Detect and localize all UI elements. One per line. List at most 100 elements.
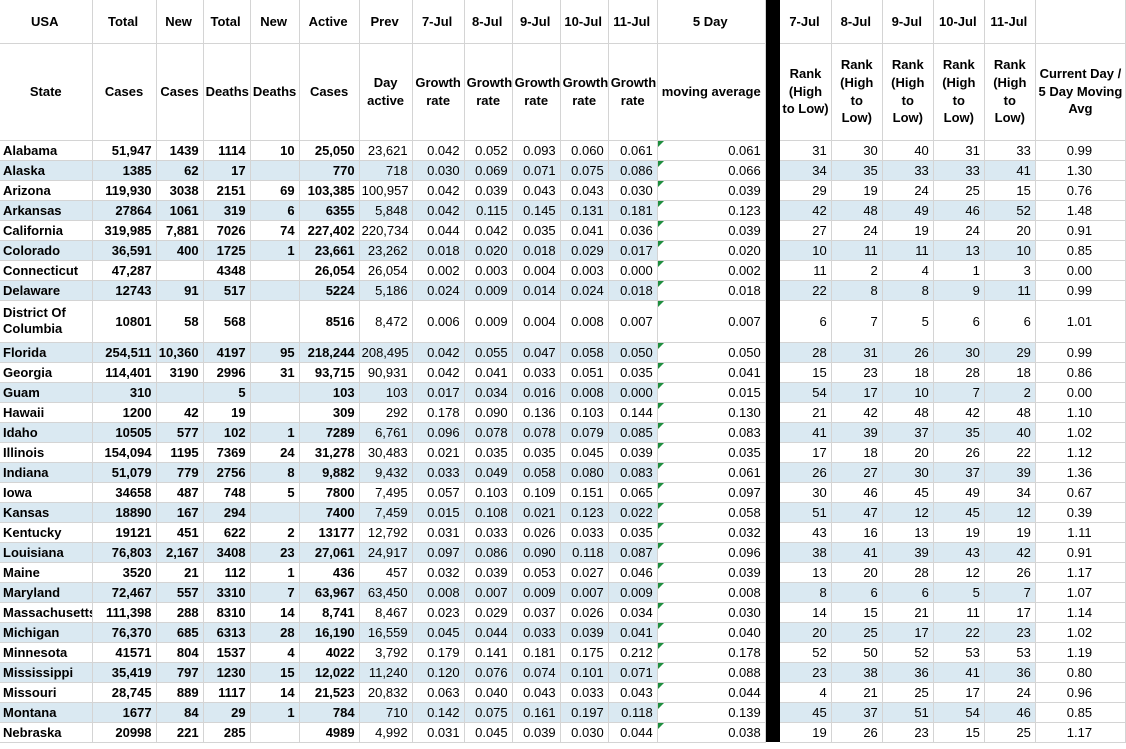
rank-8jul[interactable]: 8 [831, 280, 883, 301]
rank-8jul[interactable]: 2 [831, 260, 883, 281]
rank-7jul[interactable]: 22 [780, 280, 832, 301]
new-cases-subheader[interactable]: Cases [156, 43, 204, 141]
growth-rate-8jul[interactable]: 0.039 [464, 562, 513, 583]
new-deaths[interactable] [250, 160, 300, 181]
growth-rate-8jul[interactable]: 0.055 [464, 342, 513, 363]
prev-day-active[interactable]: 6,761 [359, 422, 413, 443]
rank-7jul[interactable]: 6 [780, 300, 832, 343]
prev-day-active[interactable]: 26,054 [359, 260, 413, 281]
rank-9jul[interactable]: 26 [882, 342, 934, 363]
rank-7jul[interactable]: 34 [780, 160, 832, 181]
rank-7jul[interactable]: 52 [780, 642, 832, 663]
active-cases[interactable]: 13177 [299, 522, 360, 543]
current-day-vs-5day-avg[interactable]: 0.00 [1035, 260, 1126, 281]
rank-7jul[interactable]: 45 [780, 702, 832, 723]
growth-rate-11jul[interactable]: 0.083 [608, 462, 658, 483]
active-cases[interactable]: 103 [299, 382, 360, 403]
new-cases[interactable]: 797 [156, 662, 204, 683]
rank-7jul[interactable]: 28 [780, 342, 832, 363]
total-cases[interactable]: 19121 [92, 522, 157, 543]
growth-rate-11jul[interactable]: 0.007 [608, 300, 658, 343]
rank-8jul[interactable]: 39 [831, 422, 883, 443]
total-deaths-subheader[interactable]: Deaths [203, 43, 251, 141]
rank-7jul[interactable]: 13 [780, 562, 832, 583]
rank-9jul[interactable]: 20 [882, 442, 934, 463]
growth-rate-8jul[interactable]: 0.009 [464, 280, 513, 301]
rank-11jul[interactable]: 15 [984, 180, 1036, 201]
current-day-vs-5day-avg[interactable]: 1.17 [1035, 722, 1126, 743]
active-cases[interactable]: 4989 [299, 722, 360, 743]
growth-rate-8jul[interactable]: 0.007 [464, 582, 513, 603]
total-deaths[interactable]: 1117 [203, 682, 251, 703]
rank-8jul[interactable]: 27 [831, 462, 883, 483]
rank-7jul[interactable]: 30 [780, 482, 832, 503]
five-day-moving-avg[interactable]: 0.030 [657, 602, 766, 623]
rank-9jul[interactable]: 45 [882, 482, 934, 503]
growth-rate-11jul[interactable]: 0.050 [608, 342, 658, 363]
rank-11jul[interactable]: 34 [984, 482, 1036, 503]
active-cases[interactable]: 103,385 [299, 180, 360, 201]
prev-day-active[interactable]: 7,459 [359, 502, 413, 523]
total-cases[interactable]: 114,401 [92, 362, 157, 383]
growth-rate-11jul[interactable]: 0.035 [608, 522, 658, 543]
growth-rate-9jul[interactable]: 0.043 [512, 682, 561, 703]
state[interactable]: Guam [0, 382, 93, 403]
prev-day-active[interactable]: 12,792 [359, 522, 413, 543]
growth-rate-9jul[interactable]: 0.071 [512, 160, 561, 181]
growth-rate-11jul-header[interactable]: 11-Jul [608, 0, 658, 44]
new-deaths[interactable]: 10 [250, 140, 300, 161]
active-cases[interactable]: 31,278 [299, 442, 360, 463]
rank-11jul[interactable]: 10 [984, 240, 1036, 261]
current-day-vs-5day-avg[interactable]: 1.02 [1035, 422, 1126, 443]
rank-9jul[interactable]: 6 [882, 582, 934, 603]
total-deaths[interactable]: 6313 [203, 622, 251, 643]
prev-day-active[interactable]: 3,792 [359, 642, 413, 663]
five-day-moving-avg[interactable]: 0.039 [657, 562, 766, 583]
rank-7jul[interactable]: 27 [780, 220, 832, 241]
growth-rate-9jul[interactable]: 0.090 [512, 542, 561, 563]
current-day-vs-5day-avg[interactable]: 1.10 [1035, 402, 1126, 423]
five-day-moving-avg[interactable]: 0.039 [657, 220, 766, 241]
rank-11jul[interactable]: 41 [984, 160, 1036, 181]
growth-rate-11jul[interactable]: 0.039 [608, 442, 658, 463]
current-day-vs-5day-avg-subheader[interactable]: Current Day / 5 Day Moving Avg [1035, 43, 1126, 141]
rank-11jul[interactable]: 42 [984, 542, 1036, 563]
prev-day-active[interactable]: 20,832 [359, 682, 413, 703]
growth-rate-8jul[interactable]: 0.029 [464, 602, 513, 623]
current-day-vs-5day-avg[interactable]: 1.36 [1035, 462, 1126, 483]
growth-rate-10jul-subheader[interactable]: Growth rate [560, 43, 609, 141]
total-deaths[interactable]: 1537 [203, 642, 251, 663]
rank-7jul[interactable]: 54 [780, 382, 832, 403]
rank-8jul[interactable]: 19 [831, 180, 883, 201]
current-day-vs-5day-avg[interactable]: 0.76 [1035, 180, 1126, 201]
rank-8jul[interactable]: 15 [831, 602, 883, 623]
growth-rate-8jul[interactable]: 0.086 [464, 542, 513, 563]
state[interactable]: District Of Columbia [0, 300, 93, 343]
rank-10jul[interactable]: 12 [933, 562, 985, 583]
growth-rate-8jul[interactable]: 0.075 [464, 702, 513, 723]
growth-rate-8jul[interactable]: 0.041 [464, 362, 513, 383]
rank-10jul[interactable]: 41 [933, 662, 985, 683]
growth-rate-11jul[interactable]: 0.085 [608, 422, 658, 443]
state[interactable]: Nebraska [0, 722, 93, 743]
current-day-vs-5day-avg[interactable]: 0.85 [1035, 702, 1126, 723]
total-deaths[interactable]: 294 [203, 502, 251, 523]
prev-day-active[interactable]: 11,240 [359, 662, 413, 683]
rank-7jul[interactable]: 19 [780, 722, 832, 743]
growth-rate-10jul[interactable]: 0.151 [560, 482, 609, 503]
rank-9jul[interactable]: 28 [882, 562, 934, 583]
new-cases[interactable]: 288 [156, 602, 204, 623]
growth-rate-8jul[interactable]: 0.042 [464, 220, 513, 241]
total-cases[interactable]: 154,094 [92, 442, 157, 463]
growth-rate-11jul[interactable]: 0.034 [608, 602, 658, 623]
rank-11jul[interactable]: 48 [984, 402, 1036, 423]
new-deaths[interactable] [250, 382, 300, 403]
total-deaths-header[interactable]: Total [203, 0, 251, 44]
active-cases[interactable]: 7289 [299, 422, 360, 443]
growth-rate-10jul[interactable]: 0.123 [560, 502, 609, 523]
growth-rate-11jul[interactable]: 0.036 [608, 220, 658, 241]
active-cases[interactable]: 784 [299, 702, 360, 723]
new-cases[interactable]: 451 [156, 522, 204, 543]
active-cases[interactable]: 8516 [299, 300, 360, 343]
new-deaths[interactable]: 74 [250, 220, 300, 241]
